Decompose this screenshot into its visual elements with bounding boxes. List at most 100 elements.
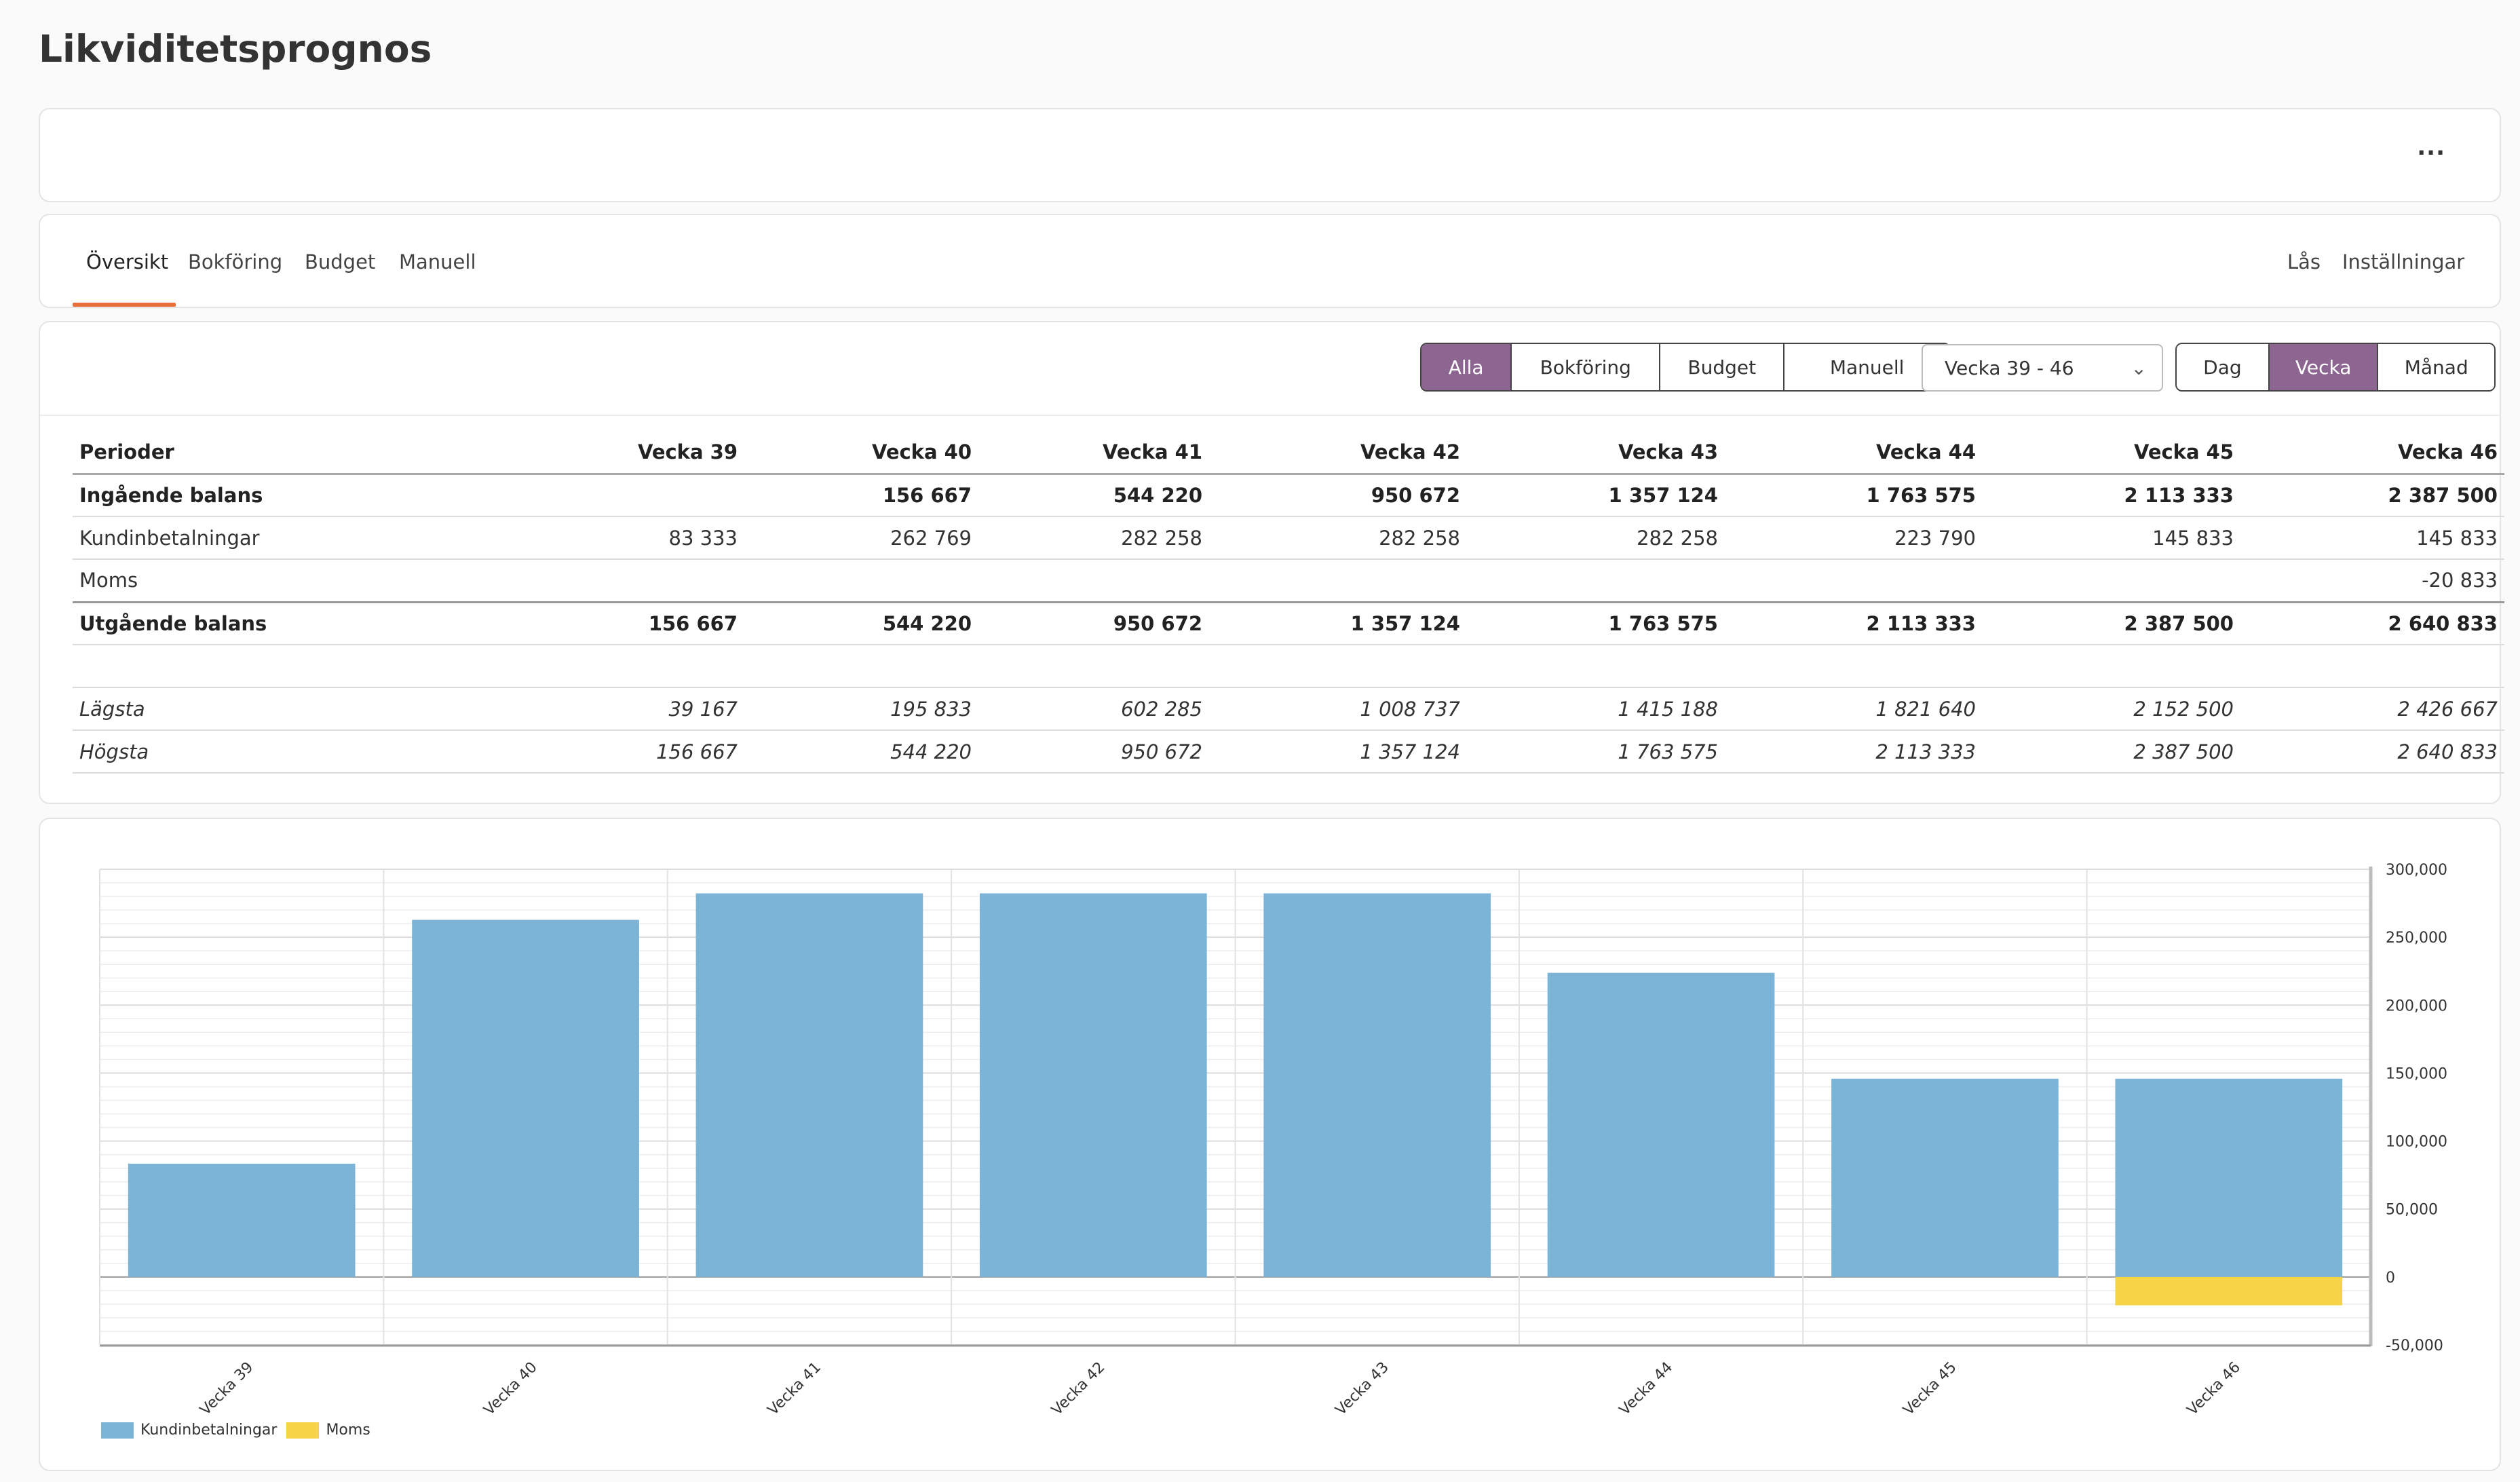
active-tab-indicator [73,303,176,307]
row-label: Lägsta [73,687,493,731]
table-cell: 156 667 [493,602,744,645]
more-options-button[interactable]: ... [2417,134,2445,161]
filter-alla-button[interactable]: Alla [1421,344,1511,390]
legend-item[interactable]: Kundinbetalningar [101,1422,277,1439]
row-label: Moms [73,559,493,603]
x-tick-label: Vecka 46 [2184,1359,2244,1416]
x-tick-label: Vecka 41 [765,1359,824,1416]
table-cell [1725,559,1983,603]
column-header-week: Vecka 39 [493,431,744,475]
period-manad-button[interactable]: Månad [2377,344,2494,390]
chevron-down-icon: ⌄ [2131,357,2147,379]
column-header-perioder: Perioder [73,431,493,475]
forecast-chart: 300,000 250,000 200,000 150,000 100,000 50,00… [99,862,2447,1416]
column-header-week: Vecka 40 [744,431,978,475]
y-tick-label: 50,000 [2386,1202,2438,1219]
table-cell: 2 113 333 [1725,730,1983,774]
table-header-row: Perioder Vecka 39 Vecka 40 Vecka 41 Vecka 42… [73,431,2504,475]
table-cell [1209,645,1467,688]
table-cell: 1 008 737 [1209,687,1467,731]
table-row: Högsta 156 667 544 220 950 672 1 357 124 1 76… [73,730,2504,774]
column-header-week: Vecka 45 [1983,431,2240,475]
x-tick-label: Vecka 40 [481,1359,541,1416]
filter-budget-button[interactable]: Budget [1659,344,1784,390]
table-cell: 145 833 [2240,516,2504,560]
bar-kundinbetalningar [979,893,1207,1277]
bar-kundinbetalningar [1831,1078,2059,1277]
lock-link[interactable]: Lås [2287,250,2321,273]
table-cell: 1 357 124 [1467,474,1725,517]
table-row: Moms -20 833 [73,559,2504,603]
y-tick-label: 250,000 [2386,930,2447,947]
table-cell: 1 763 575 [1467,602,1725,645]
table-cell: 262 769 [744,516,978,560]
table-cell: 39 167 [493,687,744,731]
chart-panel: 300,000 250,000 200,000 150,000 100,000 50,00… [39,818,2501,1471]
table-cell [978,645,1209,688]
forecast-table: Perioder Vecka 39 Vecka 40 Vecka 41 Vecka 42… [73,431,2504,774]
y-tick-label: 100,000 [2386,1134,2447,1151]
table-cell: 223 790 [1725,516,1983,560]
table-cell: 2 387 500 [2240,474,2504,517]
legend-label: Kundinbetalningar [140,1422,278,1439]
toolbar-divider [40,415,2500,416]
table-cell [493,559,744,603]
legend-swatch [286,1422,320,1439]
tab-bokforing[interactable]: Bokföring [188,250,283,273]
week-range-value: Vecka 39 - 46 [1945,356,2074,379]
bar-kundinbetalningar [412,919,639,1277]
row-label: Högsta [73,730,493,774]
x-tick-label: Vecka 45 [1900,1359,1960,1416]
table-cell: 1 415 188 [1467,687,1725,731]
table-cell: 1 357 124 [1209,730,1467,774]
table-cell: 544 220 [744,730,978,774]
table-cell [744,559,978,603]
legend-item[interactable]: Moms [286,1422,370,1439]
table-cell [1983,645,2240,688]
table-cell: 544 220 [744,602,978,645]
settings-link[interactable]: Inställningar [2342,250,2465,273]
table-cell: 2 640 833 [2240,602,2504,645]
table-row: Kundinbetalningar 83 333 262 769 282 258 282… [73,516,2504,560]
week-range-select[interactable]: Vecka 39 - 46 ⌄ [1922,344,2163,392]
y-tick-label: -50,000 [2386,1337,2443,1354]
table-cell: 83 333 [493,516,744,560]
table-cell: -20 833 [2240,559,2504,603]
x-tick-label: Vecka 39 [197,1359,256,1416]
x-tick-label: Vecka 42 [1048,1359,1108,1416]
column-header-week: Vecka 41 [978,431,1209,475]
table-cell: 282 258 [1209,516,1467,560]
table-cell: 282 258 [1467,516,1725,560]
table-cell: 1 821 640 [1725,687,1983,731]
action-bar: ... [39,108,2501,202]
y-tick-label: 0 [2386,1270,2395,1287]
bar-kundinbetalningar [1547,972,1775,1277]
table-cell: 544 220 [978,474,1209,517]
table-cell [1983,559,2240,603]
period-vecka-button[interactable]: Vecka [2268,344,2378,390]
column-header-week: Vecka 43 [1467,431,1725,475]
table-cell: 282 258 [978,516,1209,560]
filter-bokforing-button[interactable]: Bokföring [1510,344,1660,390]
forecast-panel: Alla Bokföring Budget Manuell Vecka 39 -… [39,321,2504,804]
table-cell: 2 640 833 [2240,730,2504,774]
table-cell: 2 387 500 [1983,602,2240,645]
tab-budget[interactable]: Budget [305,250,376,273]
table-cell: 2 152 500 [1983,687,2240,731]
tab-oversikt[interactable]: Översikt [86,250,169,273]
row-label: Ingående balans [73,474,493,517]
chart-legend: Kundinbetalningar Moms [101,1422,380,1439]
table-cell: 1 763 575 [1467,730,1725,774]
column-header-week: Vecka 42 [1209,431,1467,475]
table-cell [744,645,978,688]
table-row: Ingående balans 156 667 544 220 950 672 1 35… [73,474,2504,517]
column-header-week: Vecka 44 [1725,431,1983,475]
table-cell: 145 833 [1983,516,2240,560]
bar-kundinbetalningar [695,893,923,1277]
period-dag-button[interactable]: Dag [2177,344,2268,390]
tab-manuell[interactable]: Manuell [399,250,476,273]
table-row: Lägsta 39 167 195 833 602 285 1 008 737 1 415… [73,687,2504,731]
table-cell: 950 672 [978,730,1209,774]
table-cell: 156 667 [493,730,744,774]
bar-kundinbetalningar [128,1163,356,1277]
